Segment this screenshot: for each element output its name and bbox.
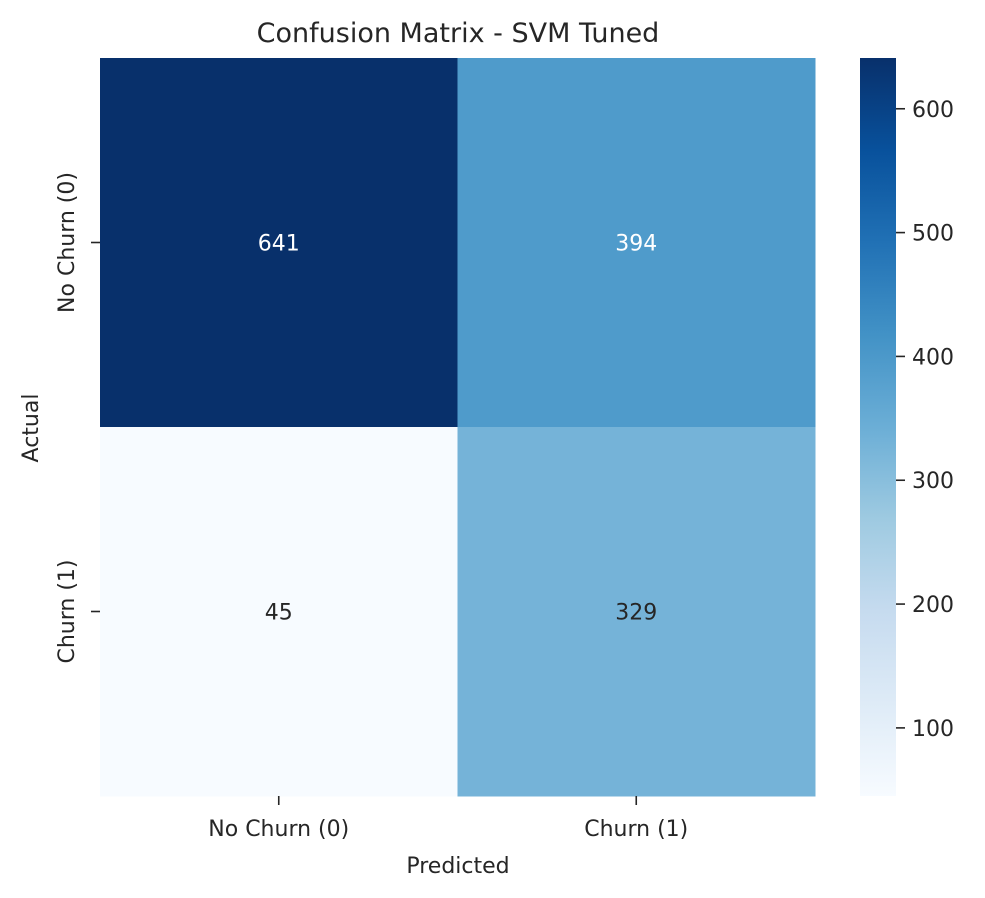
heatmap-cell	[100, 58, 458, 428]
colorbar-tick-label: 100	[912, 717, 954, 742]
x-axis-ticks: No Churn (0) Churn (1)	[208, 796, 688, 842]
y-axis-ticks: No Churn (0) Churn (1)	[55, 172, 100, 664]
colorbar-tick-label: 600	[912, 98, 954, 123]
heatmap-cell-labels: 641 394 45 329	[258, 232, 658, 626]
y-tick-label: Churn (1)	[55, 559, 80, 663]
colorbar	[860, 58, 896, 796]
heatmap-cell-label: 45	[265, 601, 293, 626]
heatmap-cells	[100, 58, 816, 797]
x-tick-label: Churn (1)	[584, 817, 688, 842]
colorbar-tick-label: 400	[912, 345, 954, 370]
heatmap-cell	[457, 58, 816, 428]
x-tick-label: No Churn (0)	[208, 817, 349, 842]
y-tick-label: No Churn (0)	[55, 172, 80, 313]
colorbar-tick-label: 500	[912, 222, 954, 247]
heatmap-cell-label: 329	[615, 601, 657, 626]
heatmap-cell	[100, 427, 458, 797]
colorbar-tick-label: 300	[912, 469, 954, 494]
heatmap-cell-label: 394	[615, 232, 657, 257]
colorbar-ticks: 100 200 300 400 500 600	[896, 98, 954, 742]
x-axis-label: Predicted	[406, 854, 509, 879]
heatmap-cell	[457, 427, 816, 797]
y-axis-label: Actual	[19, 394, 44, 463]
colorbar-tick-label: 200	[912, 593, 954, 618]
heatmap-cell-label: 641	[258, 232, 300, 257]
chart-title: Confusion Matrix - SVM Tuned	[257, 18, 660, 49]
